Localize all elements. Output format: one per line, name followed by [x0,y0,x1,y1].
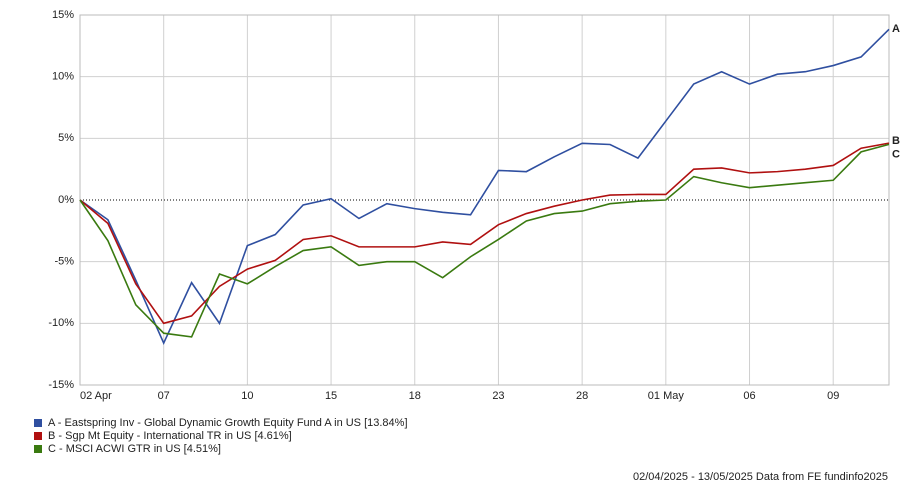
series-line [79,28,890,346]
legend-label: B - Sgp Mt Equity - International TR in … [48,430,292,442]
y-tick-label: -10% [48,317,74,329]
x-tick-label: 10 [241,390,253,402]
y-tick-label: -15% [48,379,74,391]
x-tick-label: 23 [492,390,504,402]
end-label: C [892,148,900,160]
x-tick-label: 06 [743,390,755,402]
end-label: B [892,135,900,147]
x-tick-label: 15 [325,390,337,402]
x-tick-label: 01 May [648,390,685,402]
legend-swatch [34,432,42,440]
x-tick-label: 28 [576,390,588,402]
x-tick-label: 18 [409,390,421,402]
legend-label: A - Eastspring Inv - Global Dynamic Grow… [48,417,408,429]
x-tick-label: 02 Apr [80,390,112,402]
y-tick-label: 0% [58,194,74,206]
end-label: A [892,23,900,35]
legend-swatch [34,445,42,453]
legend-label: C - MSCI ACWI GTR in US [4.51%] [48,443,221,455]
series-line [79,143,890,338]
y-tick-label: 5% [58,132,74,144]
x-tick-label: 09 [827,390,839,402]
footer: 02/04/2025 - 13/05/2025 Data from FE fun… [633,471,888,483]
series-line [79,142,890,325]
y-tick-label: 15% [52,9,74,21]
y-tick-label: 10% [52,71,74,83]
y-tick-label: -5% [54,256,74,268]
x-tick-label: 07 [158,390,170,402]
legend-swatch [34,419,42,427]
